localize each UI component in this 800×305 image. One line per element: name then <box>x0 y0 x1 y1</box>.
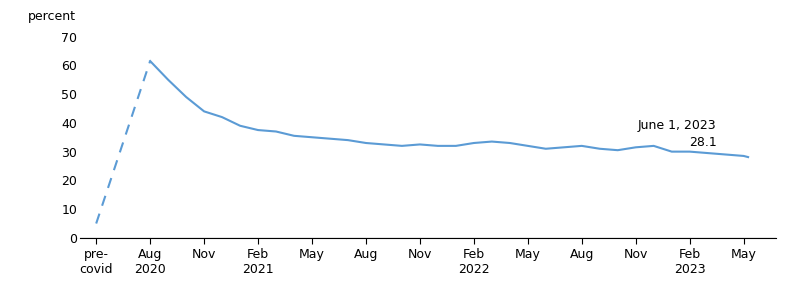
Text: June 1, 2023
28.1: June 1, 2023 28.1 <box>638 119 717 149</box>
Text: percent: percent <box>28 9 76 23</box>
